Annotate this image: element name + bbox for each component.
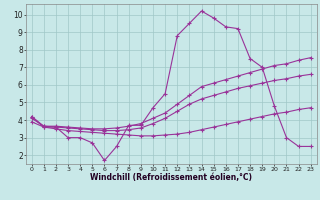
X-axis label: Windchill (Refroidissement éolien,°C): Windchill (Refroidissement éolien,°C) bbox=[90, 173, 252, 182]
